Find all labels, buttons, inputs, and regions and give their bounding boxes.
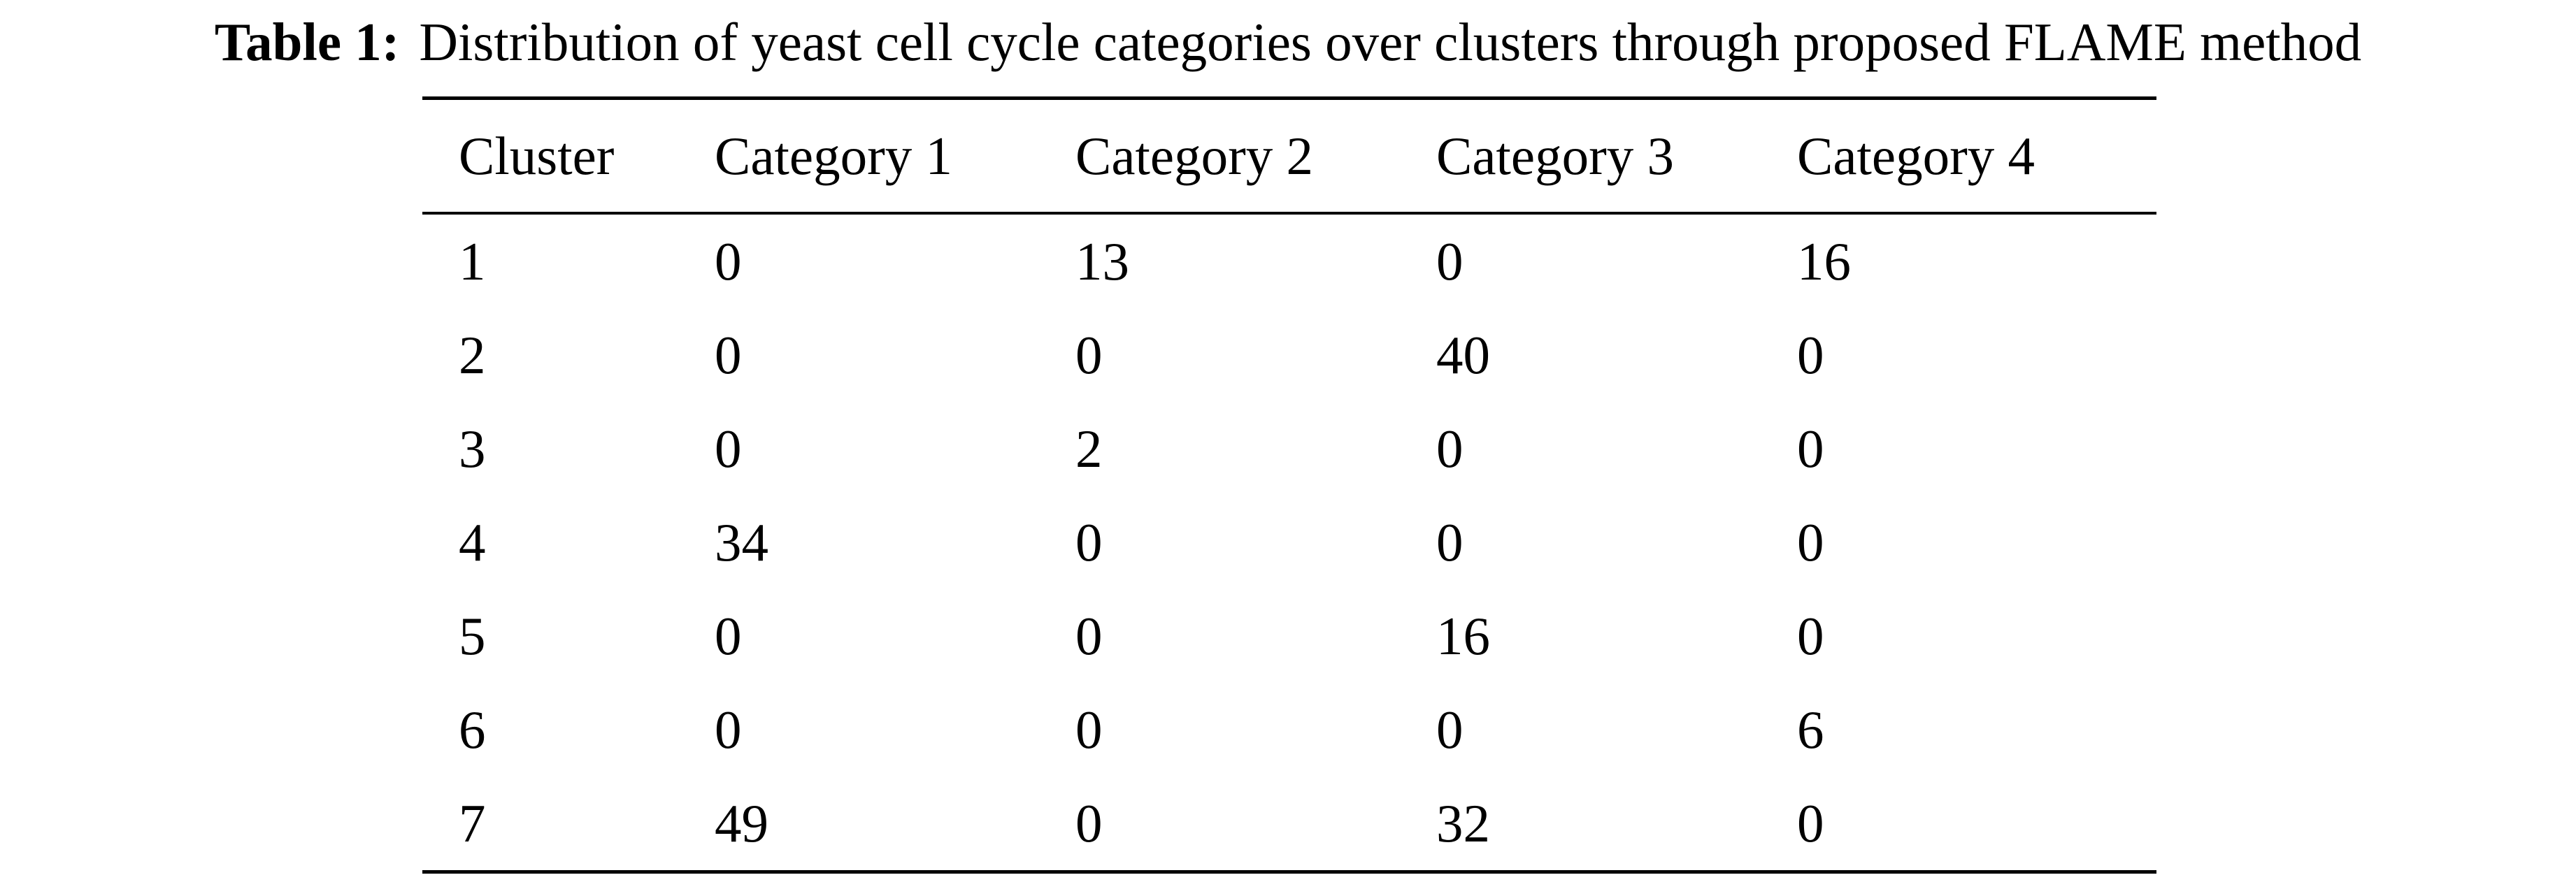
table-cell: 0 xyxy=(1797,418,1824,479)
table-cell: 0 xyxy=(715,699,742,760)
header-row: Cluster Category 1 Category 2 Category 3… xyxy=(422,98,2156,213)
table-caption: Table 1: Distribution of yeast cell cycle… xyxy=(0,7,2576,77)
table-cell: 2 xyxy=(1075,418,1103,479)
table-cell: 0 xyxy=(1436,512,1464,572)
table-cell: 0 xyxy=(715,605,742,666)
table-cell: 16 xyxy=(1797,231,1851,291)
header-cell: Cluster xyxy=(459,125,615,186)
table-cell: 0 xyxy=(1075,512,1103,572)
table-cell: 2 xyxy=(459,324,486,385)
table-cell: 7 xyxy=(459,793,486,853)
table-body: 1 0 13 0 16 2 0 0 40 0 3 0 2 0 0 4 xyxy=(422,213,2156,872)
table-cell: 0 xyxy=(1075,699,1103,760)
table-cell: 0 xyxy=(1436,699,1464,760)
table-cell: 0 xyxy=(1797,605,1824,666)
table-cell: 40 xyxy=(1436,324,1490,385)
table-cell: 34 xyxy=(715,512,768,572)
table-cell: 16 xyxy=(1436,605,1490,666)
table-cell: 5 xyxy=(459,605,486,666)
data-table: Cluster Category 1 Category 2 Category 3… xyxy=(422,96,2156,874)
table-cell: 32 xyxy=(1436,793,1490,853)
table-cell: 3 xyxy=(459,418,486,479)
table-cell: 0 xyxy=(1075,605,1103,666)
table-container: Cluster Category 1 Category 2 Category 3… xyxy=(422,96,2156,874)
header-cell: Category 1 xyxy=(715,125,952,186)
caption-label: Table 1: xyxy=(214,12,400,72)
header-cell: Category 2 xyxy=(1075,125,1313,186)
header-cell: Category 3 xyxy=(1436,125,1674,186)
table-cell: 0 xyxy=(1436,418,1464,479)
table-cell: 6 xyxy=(459,699,486,760)
table-cell: 0 xyxy=(715,418,742,479)
table-cell: 13 xyxy=(1075,231,1129,291)
table-cell: 6 xyxy=(1797,699,1824,760)
table-cell: 1 xyxy=(459,231,486,291)
header-cell: Category 4 xyxy=(1797,125,2035,186)
table-cell: 0 xyxy=(1797,793,1824,853)
table-cell: 0 xyxy=(1797,512,1824,572)
table-row: 7 49 0 32 0 xyxy=(422,776,2156,872)
table-cell: 4 xyxy=(459,512,486,572)
table-row: 1 0 13 0 16 xyxy=(422,213,2156,308)
table-cell: 49 xyxy=(715,793,768,853)
table-header: Cluster Category 1 Category 2 Category 3… xyxy=(422,98,2156,213)
table-row: 5 0 0 16 0 xyxy=(422,589,2156,683)
table-cell: 0 xyxy=(1075,324,1103,385)
table-row: 3 0 2 0 0 xyxy=(422,402,2156,496)
table-cell: 0 xyxy=(715,324,742,385)
table-cell: 0 xyxy=(715,231,742,291)
table-cell: 0 xyxy=(1436,231,1464,291)
table-row: 4 34 0 0 0 xyxy=(422,496,2156,589)
table-cell: 0 xyxy=(1797,324,1824,385)
table-row: 6 0 0 0 6 xyxy=(422,683,2156,776)
table-cell: 0 xyxy=(1075,793,1103,853)
table-row: 2 0 0 40 0 xyxy=(422,308,2156,402)
caption-text: Distribution of yeast cell cycle categor… xyxy=(419,12,2362,72)
